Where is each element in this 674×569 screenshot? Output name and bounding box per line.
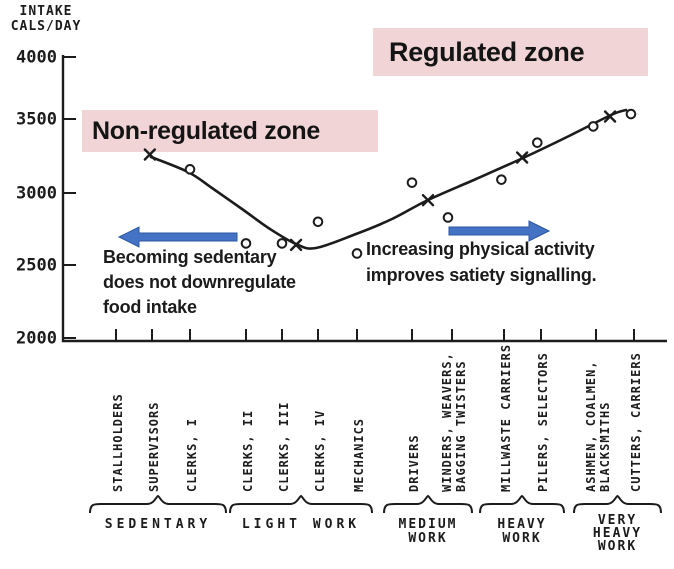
group-average-x-marker — [515, 151, 529, 164]
group-brace — [479, 494, 565, 514]
activity-annotation-line2: improves satiety signalling. — [366, 265, 597, 285]
category-label: BAGGING TWISTERS — [454, 360, 468, 492]
y-tick-label: 2000 — [16, 329, 57, 349]
activity-annotation: Increasing physical activity improves sa… — [366, 236, 597, 288]
activity-annotation-line1: Increasing physical activity — [366, 239, 595, 259]
sedentary-annotation: Becoming sedentary does not downregulate… — [103, 245, 296, 320]
group-average-x-marker — [143, 148, 157, 161]
group-label: HEAVY — [593, 526, 642, 541]
non-regulated-zone-label: Non-regulated zone — [92, 117, 320, 145]
data-point-circle — [532, 137, 543, 148]
category-label: CLERKS, IV — [313, 410, 327, 492]
category-label: STALLHOLDERS — [111, 393, 125, 492]
y-tick-label: 2500 — [16, 256, 57, 276]
y-tick-label: 4000 — [16, 48, 57, 68]
group-label: WORK — [408, 531, 447, 546]
sedentary-annotation-line2: does not downregulate — [103, 272, 296, 292]
category-label: MILLWASTE CARRIERS — [499, 344, 513, 492]
data-point-circle — [406, 177, 418, 188]
category-label: BLACKSMITHS — [598, 402, 612, 492]
group-brace — [229, 494, 373, 514]
group-average-x-marker — [603, 110, 617, 123]
data-point-circle — [312, 216, 324, 228]
category-label: DRIVERS — [407, 434, 421, 492]
sedentary-annotation-line1: Becoming sedentary — [103, 247, 277, 267]
group-average-x-marker — [421, 194, 435, 207]
increasing-activity-arrow-icon — [448, 220, 551, 242]
group-brace — [383, 494, 473, 514]
group-label: LIGHT WORK — [242, 517, 360, 532]
becoming-sedentary-arrow-icon — [117, 226, 238, 248]
data-point-circle — [276, 238, 288, 249]
category-label: ASHMEN, COALMEN, — [584, 360, 598, 492]
data-point-circle — [625, 108, 637, 120]
y-tick-label: 3000 — [16, 184, 57, 204]
category-label: WINDERS, WEAVERS, — [440, 352, 454, 492]
group-label: SEDENTARY — [105, 517, 211, 532]
group-label: HEAVY — [497, 517, 546, 532]
group-label: WORK — [598, 539, 637, 554]
group-brace — [89, 494, 227, 514]
group-brace — [573, 494, 662, 514]
data-point-circle — [496, 174, 507, 185]
category-label: CLERKS, II — [241, 410, 255, 492]
category-label: PILERS, SELECTORS — [536, 352, 550, 492]
data-point-circle — [587, 121, 599, 132]
group-average-x-marker — [289, 238, 303, 252]
group-label: WORK — [502, 531, 541, 546]
y-axis-title-line1: INTAKE — [19, 4, 73, 19]
regulated-zone-box — [373, 28, 648, 76]
category-label: CLERKS, I — [185, 418, 199, 492]
data-point-circle — [351, 248, 363, 259]
group-label: VERY — [598, 513, 637, 528]
non-regulated-zone-box — [82, 110, 378, 152]
category-label: CUTTERS, CARRIERS — [629, 352, 643, 492]
axis-lines — [61, 55, 667, 343]
y-axis-title: INTAKE CALS/DAY — [0, 4, 92, 34]
y-axis-title-line2: CALS/DAY — [10, 19, 82, 34]
y-tick-label: 3500 — [16, 110, 57, 130]
data-point-circle — [240, 238, 252, 249]
trend-curve — [149, 108, 628, 250]
data-point-circle — [184, 164, 196, 175]
category-label: MECHANICS — [352, 418, 366, 492]
sedentary-annotation-line3: food intake — [103, 297, 197, 317]
category-label: CLERKS, III — [277, 402, 291, 492]
data-point-circle — [442, 212, 454, 223]
category-label: SUPERVISORS — [147, 402, 161, 492]
regulated-zone-label: Regulated zone — [389, 37, 585, 67]
group-label: MEDIUM — [399, 517, 458, 532]
